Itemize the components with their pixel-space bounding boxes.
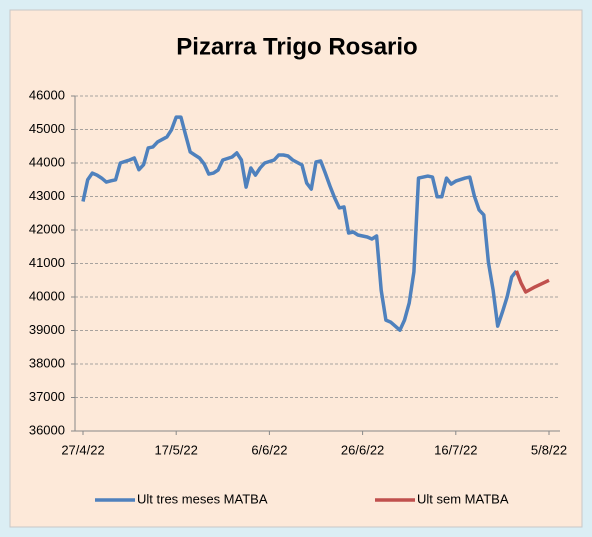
y-tick-label: 40000 (29, 288, 65, 303)
line-series (514, 270, 550, 294)
y-tick-label: 38000 (29, 355, 65, 370)
x-tick-label: 16/7/22 (434, 442, 477, 457)
x-tick-label: 27/4/22 (61, 442, 104, 457)
y-tick-label: 39000 (29, 322, 65, 337)
y-tick-label: 37000 (29, 389, 65, 404)
x-tick-label: 17/5/22 (155, 442, 198, 457)
x-tick-label: 6/6/22 (251, 442, 287, 457)
x-tick-label: 5/8/22 (531, 442, 567, 457)
y-tick-label: 41000 (29, 255, 65, 270)
legend-label: Ult sem MATBA (417, 491, 509, 506)
y-tick-label: 36000 (29, 422, 65, 437)
y-tick-label: 44000 (29, 154, 65, 169)
y-tick-label: 43000 (29, 188, 65, 203)
y-tick-label: 45000 (29, 121, 65, 136)
y-tick-label: 46000 (29, 87, 65, 102)
legend-label: Ult tres meses MATBA (137, 491, 268, 506)
line-series (81, 115, 518, 332)
chart-title: Pizarra Trigo Rosario (176, 33, 417, 60)
y-tick-label: 42000 (29, 221, 65, 236)
x-tick-label: 26/6/22 (341, 442, 384, 457)
